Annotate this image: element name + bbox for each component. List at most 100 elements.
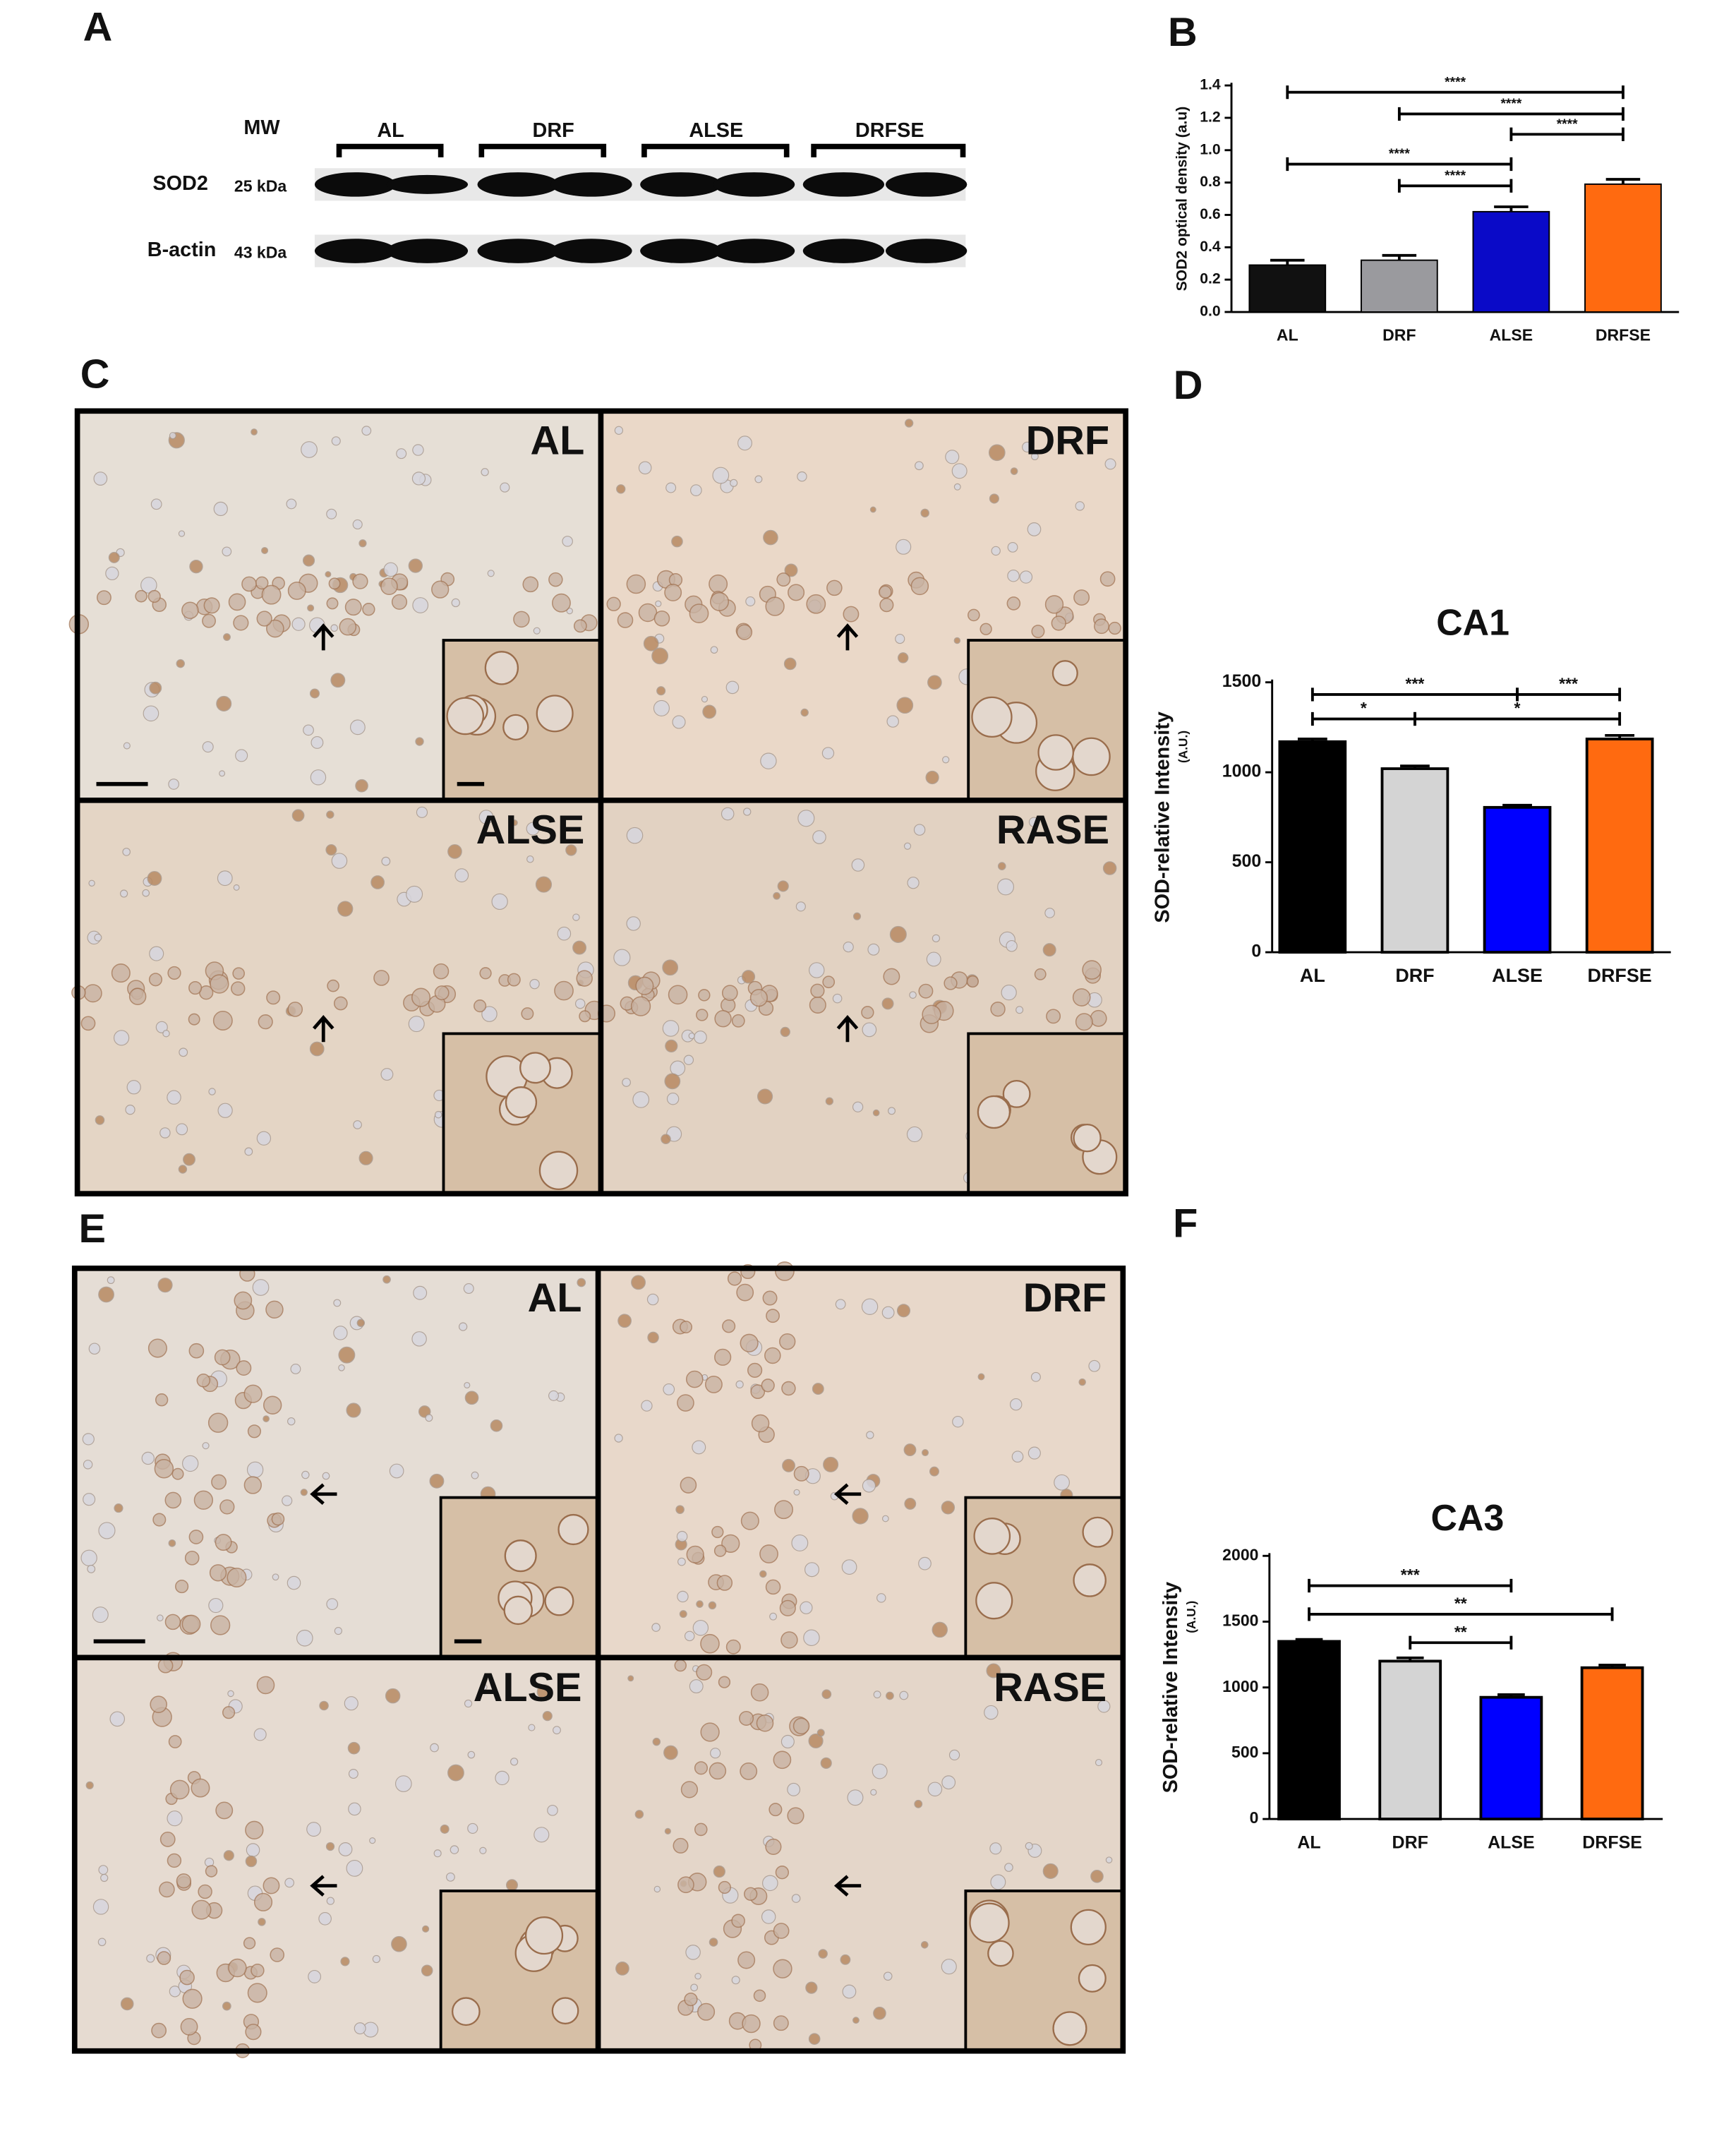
- bar: [1483, 805, 1552, 954]
- neuron: [922, 1004, 941, 1024]
- cell: [217, 1103, 233, 1118]
- cell: [808, 1733, 824, 1749]
- neuron: [147, 1338, 167, 1358]
- neuron: [861, 1006, 874, 1019]
- inset-cell: [973, 1518, 1011, 1555]
- inset-cell: [1072, 737, 1111, 776]
- cell: [634, 1810, 644, 1819]
- arrow: [833, 1875, 862, 1897]
- neuron: [966, 975, 979, 988]
- cell: [447, 1764, 464, 1782]
- cell: [179, 1047, 188, 1057]
- cell: [626, 916, 641, 931]
- neuron: [775, 1866, 790, 1880]
- cell: [907, 877, 920, 889]
- neuron: [694, 1822, 708, 1837]
- cell: [1042, 943, 1056, 957]
- arrow: [310, 1875, 337, 1897]
- cell: [991, 546, 1001, 556]
- cell: [361, 426, 372, 436]
- neuron: [788, 584, 805, 601]
- neuron: [709, 591, 730, 611]
- cell: [450, 1845, 459, 1854]
- cell: [244, 1147, 253, 1156]
- neuron: [154, 1459, 174, 1479]
- cell: [920, 1940, 929, 1949]
- cell: [481, 1006, 498, 1022]
- cell: [896, 697, 914, 714]
- cell: [876, 1593, 886, 1603]
- cell: [725, 680, 740, 695]
- neuron: [219, 1499, 235, 1515]
- cell: [572, 940, 587, 955]
- cell: [246, 1461, 264, 1479]
- cell: [108, 551, 120, 563]
- cell: [812, 1383, 824, 1395]
- cell: [142, 889, 150, 897]
- y-tick-label: 1.4: [1200, 77, 1221, 93]
- y-tick-label: 1000: [1222, 1677, 1258, 1695]
- cell: [291, 617, 306, 631]
- neuron: [773, 2015, 789, 2031]
- inset-cell: [1082, 1516, 1114, 1548]
- cell: [692, 1620, 709, 1636]
- neuron: [391, 594, 408, 610]
- neuron: [168, 1735, 182, 1748]
- cell: [1078, 1378, 1086, 1386]
- cell: [119, 889, 128, 898]
- cell: [326, 508, 337, 520]
- cell: [984, 1705, 999, 1720]
- neuron: [188, 1530, 204, 1544]
- neuron: [883, 968, 900, 985]
- neuron: [205, 1865, 218, 1878]
- neuron: [668, 985, 688, 1005]
- cell: [261, 546, 269, 555]
- neuron: [215, 1801, 234, 1820]
- neuron: [731, 1914, 745, 1928]
- neuron: [787, 1807, 804, 1825]
- cell: [416, 806, 428, 818]
- cell: [301, 441, 318, 458]
- cell: [471, 1471, 479, 1479]
- cell: [1015, 1006, 1024, 1014]
- cell: [710, 646, 718, 654]
- neuron: [159, 1832, 176, 1847]
- neuron: [680, 1781, 699, 1798]
- neuron: [756, 1714, 774, 1732]
- blot-band: [386, 174, 469, 194]
- blot-band: [640, 172, 722, 197]
- cell: [803, 1629, 820, 1646]
- group-label: DRF: [533, 119, 574, 142]
- x-tick-label: DRF: [1392, 1832, 1428, 1852]
- neuron: [263, 1877, 280, 1894]
- bar: [1584, 183, 1662, 313]
- cell: [1095, 1759, 1103, 1767]
- neuron: [479, 967, 492, 980]
- cell: [222, 2001, 231, 2011]
- cell: [953, 483, 961, 491]
- cell: [851, 858, 865, 872]
- cell: [808, 962, 825, 978]
- cell: [909, 991, 917, 999]
- cell: [411, 1331, 427, 1347]
- cell: [791, 1894, 801, 1903]
- cell: [167, 1090, 181, 1105]
- cell: [88, 1343, 101, 1355]
- micrograph-label: DRF: [1026, 419, 1109, 464]
- x-tick-label: DRF: [1382, 326, 1416, 344]
- cell: [303, 724, 314, 736]
- neuron: [721, 1534, 740, 1553]
- cell: [852, 2017, 860, 2024]
- neuron: [474, 999, 487, 1013]
- neuron: [155, 1393, 169, 1407]
- neuron: [990, 1002, 1006, 1017]
- cell: [372, 1954, 381, 1964]
- cell: [464, 1381, 471, 1389]
- micrograph-label: DRF: [1023, 1275, 1107, 1321]
- cell: [1105, 1856, 1113, 1863]
- y-tick-label: 0.4: [1200, 239, 1221, 255]
- cell: [800, 708, 809, 717]
- neuron: [716, 1575, 733, 1591]
- cell: [1044, 908, 1055, 918]
- cell: [702, 704, 717, 719]
